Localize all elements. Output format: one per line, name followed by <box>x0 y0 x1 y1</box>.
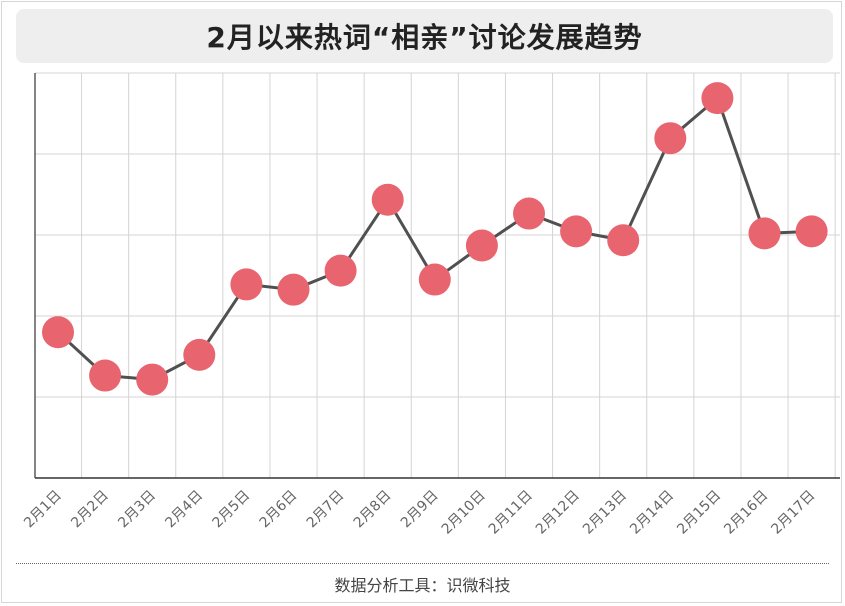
data-point <box>230 268 263 301</box>
x-tick-label: 2月7日 <box>304 488 348 532</box>
data-point <box>607 224 640 257</box>
x-tick-label: 2月6日 <box>257 488 301 532</box>
x-tick-label: 2月16日 <box>721 488 771 538</box>
x-tick-label: 2月12日 <box>533 488 583 538</box>
x-tick-label: 2月14日 <box>627 488 677 538</box>
data-point <box>324 254 357 287</box>
x-tick-label: 2月11日 <box>486 488 536 538</box>
footer-source: 数据分析工具：识微科技 <box>334 576 511 595</box>
chart-title: 2月以来热词“相亲”讨论发展趋势 <box>206 21 643 54</box>
x-tick-label: 2月1日 <box>21 488 65 532</box>
x-tick-label: 2月10日 <box>439 488 489 538</box>
x-tick-label: 2月17日 <box>768 488 818 538</box>
x-tick-label: 2月13日 <box>580 488 630 538</box>
title-bar: 2月以来热词“相亲”讨论发展趋势 <box>16 9 833 63</box>
footer-divider <box>16 563 829 564</box>
data-point <box>465 229 498 262</box>
data-point <box>701 82 734 115</box>
data-point <box>795 215 828 248</box>
grid <box>35 72 840 478</box>
data-points <box>42 82 828 396</box>
x-tick-label: 2月8日 <box>351 488 395 532</box>
data-point <box>418 263 451 296</box>
x-tick-label: 2月5日 <box>210 488 254 532</box>
data-point <box>513 197 545 230</box>
data-point <box>42 316 74 349</box>
data-point <box>183 338 216 371</box>
x-tick-label: 2月2日 <box>68 488 112 532</box>
x-tick-labels: 2月1日 2月2日 2月3日 2月4日 2月5日 2月6日 2月7日 2月8日 2月9日2月10… <box>21 488 818 538</box>
data-point <box>136 363 169 396</box>
data-point <box>654 122 687 155</box>
data-point <box>371 183 404 216</box>
data-point <box>560 215 593 248</box>
series-line-group <box>56 96 812 382</box>
axes <box>34 73 840 479</box>
data-point <box>748 217 781 250</box>
x-tick-label: 2月9日 <box>398 488 442 532</box>
x-tick-label: 2月15日 <box>674 488 724 538</box>
data-point <box>277 273 310 306</box>
x-tick-label: 2月3日 <box>115 488 159 532</box>
x-tick-label: 2月4日 <box>162 488 206 532</box>
data-point <box>89 359 122 392</box>
series-line <box>56 96 812 382</box>
